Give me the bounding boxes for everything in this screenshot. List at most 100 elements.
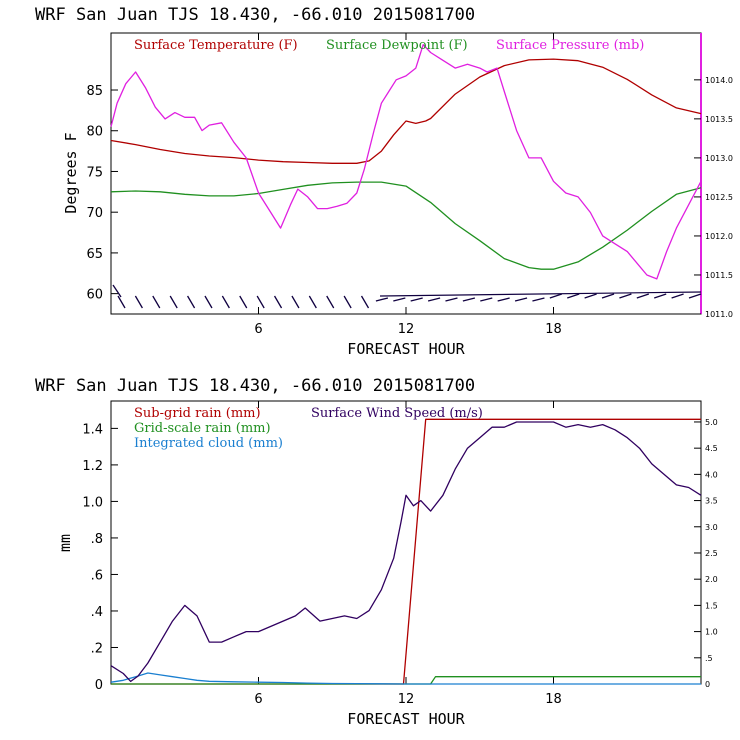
wind-barb: [204, 295, 213, 309]
panel1-x-axis-label: FORECAST HOUR: [347, 340, 465, 358]
y-tick-label: 65: [86, 247, 103, 262]
wind-barb: [567, 293, 580, 299]
panel2-y-ticks: 0 .2 .4 .6 .8 1.0 1.2 1.4: [82, 422, 118, 693]
temperature-panel: WRF San Juan TJS 18.430, -66.010 2015081…: [35, 5, 733, 358]
panel2-y-axis-label: mm: [56, 534, 74, 552]
wind-barb: [134, 295, 143, 309]
y2-tick-label: 4.5: [705, 444, 718, 453]
y2-tick-label: 1012.5: [705, 193, 733, 202]
y2-tick-label: 2.0: [705, 575, 718, 584]
wind-barb: [393, 297, 406, 302]
panel1-y2-ticks: 1011.0 1011.5 1012.0 1012.5 1013.0 1013.5 1014…: [694, 76, 733, 319]
wind-barb: [445, 297, 458, 302]
y2-tick-label: 1012.0: [705, 232, 733, 241]
precipitation-panel: WRF San Juan TJS 18.430, -66.010 2015081…: [35, 376, 718, 728]
panel1-series-lines: [110, 44, 702, 280]
wind-barb: [654, 293, 667, 299]
y2-tick-label: 1013.0: [705, 154, 733, 163]
wind-barb: [636, 293, 650, 299]
y2-tick-label: 3.5: [705, 497, 718, 506]
wind-barb: [291, 295, 300, 309]
y-tick-label: .8: [91, 532, 103, 547]
series-line-surface-dewpoint-f: [110, 181, 702, 270]
y-tick-label: .4: [91, 605, 103, 620]
panel1-y-ticks: 60 65 70 75 80 85: [86, 84, 118, 303]
wind-barb: [549, 293, 563, 299]
y2-tick-label: 1011.5: [705, 271, 733, 280]
wind-barb: [671, 293, 684, 299]
y-tick-label: 75: [86, 165, 103, 180]
y2-tick-label: 3.0: [705, 523, 718, 532]
wind-barb: [532, 297, 545, 302]
legend-subgrid-rain: Sub-grid rain (mm): [134, 406, 261, 421]
x-tick-label: 18: [545, 322, 562, 337]
wind-barb: [187, 295, 196, 309]
y2-tick-label: 1013.5: [705, 115, 733, 124]
panel2-series-lines: [110, 418, 702, 685]
y2-tick-label: 4.0: [705, 470, 718, 479]
legend-integrated-cloud: Integrated cloud (mm): [134, 436, 283, 451]
wind-barb: [152, 295, 161, 309]
x-tick-label: 12: [398, 692, 415, 707]
wind-barb: [584, 293, 597, 299]
series-line-surface-temperature-f: [110, 58, 702, 164]
wind-barb: [497, 297, 510, 302]
wind-barb: [239, 295, 248, 309]
y-tick-label: 60: [86, 288, 103, 303]
wind-barb: [514, 297, 528, 302]
y2-tick-label: 1011.0: [705, 310, 733, 319]
wind-barb: [273, 295, 283, 309]
wind-barb-shaft-line: [379, 291, 702, 297]
y2-tick-label: 2.5: [705, 549, 718, 558]
wind-barb: [169, 295, 178, 309]
panel1-x-ticks: 6 12 18: [254, 33, 562, 337]
panel1-right-axis-line: [700, 33, 702, 314]
x-tick-label: 6: [254, 692, 262, 707]
x-tick-label: 6: [254, 322, 262, 337]
wind-barb: [601, 293, 615, 299]
wind-barb: [688, 293, 702, 299]
y2-tick-label: 1.0: [705, 628, 718, 637]
wind-barb: [480, 297, 493, 302]
wind-barb: [375, 297, 389, 302]
legend-grid-scale-rain: Grid-scale rain (mm): [134, 421, 271, 436]
y-tick-label: 1.0: [82, 495, 103, 510]
panel2-title: WRF San Juan TJS 18.430, -66.010 2015081…: [35, 376, 475, 396]
y-tick-label: 70: [86, 206, 103, 221]
y-tick-label: .6: [91, 568, 103, 583]
wind-barb: [343, 295, 352, 309]
wind-barb: [256, 295, 265, 309]
y2-tick-label: .5: [705, 654, 713, 663]
panel2-x-axis-label: FORECAST HOUR: [347, 710, 465, 728]
wind-barb: [112, 284, 122, 298]
y2-tick-label: 0: [705, 680, 710, 689]
y2-tick-label: 5.0: [705, 418, 718, 427]
y-tick-label: 1.4: [82, 422, 103, 437]
wind-barb: [117, 295, 126, 309]
y-tick-label: .2: [91, 641, 103, 656]
y-tick-label: 1.2: [82, 459, 103, 474]
legend-surface-wind-speed: Surface Wind Speed (m/s): [311, 406, 483, 421]
x-tick-label: 18: [545, 692, 562, 707]
y-tick-label: 85: [86, 84, 103, 99]
series-line-integrated-cloud-mm: [110, 672, 701, 685]
series-line-surface-wind-speed-m-s: [110, 421, 702, 683]
legend-surface-temperature: Surface Temperature (F): [134, 38, 298, 53]
series-line-surface-pressure-mb: [110, 44, 702, 280]
x-tick-label: 12: [398, 322, 415, 337]
wind-barbs: [112, 284, 702, 309]
series-line-grid-scale-rain-mm: [111, 676, 701, 685]
panel2-y2-ticks: 0 .5 1.0 1.5 2.0 2.5 3.0 3.5 4.0 4.5 5.0: [694, 418, 718, 689]
wind-barb: [360, 295, 370, 309]
wind-barb: [308, 295, 317, 309]
panel2-x-ticks: 6 12 18: [254, 401, 562, 707]
y2-tick-label: 1.5: [705, 601, 718, 610]
wind-barb: [221, 295, 230, 309]
legend-surface-dewpoint: Surface Dewpoint (F): [326, 38, 468, 53]
wind-barb: [410, 297, 423, 302]
wind-barb: [427, 297, 441, 302]
wind-barb: [462, 297, 476, 302]
panel1-y-axis-label: Degrees F: [62, 132, 80, 213]
y-tick-label: 0: [95, 678, 103, 693]
